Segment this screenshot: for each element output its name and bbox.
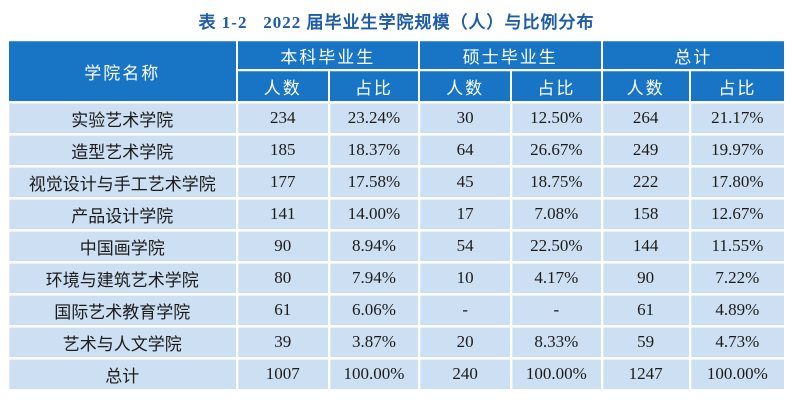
master-ratio-cell: 7.08% [512, 199, 601, 229]
master-ratio-cell: 26.67% [512, 135, 601, 165]
undergrad-ratio-cell: 6.06% [329, 295, 419, 325]
table-row: 艺术与人文学院 39 3.87% 20 8.33% 59 4.73% [9, 327, 784, 357]
college-name-cell: 造型艺术学院 [9, 135, 236, 165]
undergrad-count-cell: 141 [237, 199, 328, 229]
master-count-cell: 20 [420, 327, 511, 357]
undergrad-ratio-cell: 23.24% [329, 103, 419, 133]
table-row: 产品设计学院 141 14.00% 17 7.08% 158 12.67% [9, 199, 784, 229]
table-row: 国际艺术教育学院 61 6.06% - -61 4.89% [9, 295, 784, 325]
subheader-undergraduate-ratio: 占比 [329, 71, 419, 101]
total-count-cell: 144 [602, 231, 689, 261]
table-header: 学院名称 本科毕业生 硕士毕业生 总计 人数 占比 人数 占比 人数 占比 [9, 41, 784, 101]
undergrad-ratio-cell: 14.00% [329, 199, 419, 229]
total-ratio-cell: 21.17% [690, 103, 784, 133]
college-name-cell: 艺术与人文学院 [9, 327, 236, 357]
college-name-cell: 国际艺术教育学院 [9, 295, 236, 325]
undergrad-count-cell: 185 [237, 135, 328, 165]
master-count-cell: - [420, 295, 511, 325]
undergrad-ratio-cell: 8.94% [329, 231, 419, 261]
master-ratio-cell: 18.75% [512, 167, 601, 197]
total-count-cell: 222 [602, 167, 689, 197]
undergrad-ratio-cell: 100.00% [329, 359, 419, 389]
master-ratio-cell: 100.00% [512, 359, 601, 389]
subheader-undergraduate-count: 人数 [237, 71, 328, 101]
total-ratio-cell: 19.97% [690, 135, 784, 165]
master-ratio-cell: 22.50% [512, 231, 601, 261]
undergrad-count-cell: 80 [237, 263, 328, 293]
total-count-cell: 1247 [602, 359, 689, 389]
total-count-cell: 90 [602, 263, 689, 293]
graduates-distribution-table: 学院名称 本科毕业生 硕士毕业生 总计 人数 占比 人数 占比 人数 占比 实验… [7, 39, 786, 391]
subheader-master-ratio: 占比 [512, 71, 601, 101]
subheader-total-ratio: 占比 [690, 71, 784, 101]
table-row: 视觉设计与手工艺术学院 177 17.58% 45 18.75% 222 17.80% [9, 167, 784, 197]
total-ratio-cell: 12.67% [690, 199, 784, 229]
college-name-cell: 环境与建筑艺术学院 [9, 263, 236, 293]
column-group-master: 硕士毕业生 [420, 41, 601, 69]
header-subcolumn-row: 人数 占比 人数 占比 人数 占比 [9, 71, 784, 101]
undergrad-count-cell: 1007 [237, 359, 328, 389]
total-ratio-cell: 7.22% [690, 263, 784, 293]
master-count-cell: 17 [420, 199, 511, 229]
total-count-cell: 59 [602, 327, 689, 357]
total-ratio-cell: 11.55% [690, 231, 784, 261]
total-ratio-cell: 4.73% [690, 327, 784, 357]
table-row: 中国画学院 90 8.94% 54 22.50% 144 11.55% [9, 231, 784, 261]
master-count-cell: 10 [420, 263, 511, 293]
undergrad-count-cell: 90 [237, 231, 328, 261]
subheader-total-count: 人数 [602, 71, 689, 101]
column-header-college-name: 学院名称 [9, 41, 236, 101]
column-group-undergraduate: 本科毕业生 [237, 41, 419, 69]
master-ratio-cell: 8.33% [512, 327, 601, 357]
master-count-cell: 30 [420, 103, 511, 133]
table-body: 实验艺术学院 234 23.24% 30 12.50% 264 21.17% 造型艺术学院 18… [9, 103, 784, 389]
college-name-cell: 产品设计学院 [9, 199, 236, 229]
undergrad-ratio-cell: 18.37% [329, 135, 419, 165]
undergrad-ratio-cell: 3.87% [329, 327, 419, 357]
college-name-cell: 中国画学院 [9, 231, 236, 261]
undergrad-ratio-cell: 17.58% [329, 167, 419, 197]
college-name-cell: 实验艺术学院 [9, 103, 236, 133]
undergrad-ratio-cell: 7.94% [329, 263, 419, 293]
column-group-total: 总计 [602, 41, 784, 69]
total-count-cell: 158 [602, 199, 689, 229]
total-row: 总计 1007 100.00% 240 100.00% 1247 100.00% [9, 359, 784, 389]
master-ratio-cell: 4.17% [512, 263, 601, 293]
master-count-cell: 45 [420, 167, 511, 197]
table-row: 造型艺术学院 185 18.37% 64 26.67% 249 19.97% [9, 135, 784, 165]
subheader-master-count: 人数 [420, 71, 511, 101]
total-count-cell: 249 [602, 135, 689, 165]
undergrad-count-cell: 39 [237, 327, 328, 357]
college-name-cell: 视觉设计与手工艺术学院 [9, 167, 236, 197]
master-ratio-cell: 12.50% [512, 103, 601, 133]
undergrad-count-cell: 177 [237, 167, 328, 197]
college-name-cell: 总计 [9, 359, 236, 389]
master-count-cell: 64 [420, 135, 511, 165]
total-count-cell: 264 [602, 103, 689, 133]
total-ratio-cell: 4.89% [690, 295, 784, 325]
table-row: 实验艺术学院 234 23.24% 30 12.50% 264 21.17% [9, 103, 784, 133]
table-title: 表 1-2 2022 届毕业生学院规模（人）与比例分布 [198, 13, 595, 32]
total-ratio-cell: 17.80% [690, 167, 784, 197]
undergrad-count-cell: 61 [237, 295, 328, 325]
master-count-cell: 54 [420, 231, 511, 261]
undergrad-count-cell: 234 [237, 103, 328, 133]
total-ratio-cell: 100.00% [690, 359, 784, 389]
table-row: 环境与建筑艺术学院 80 7.94% 10 4.17% 90 7.22% [9, 263, 784, 293]
header-group-row: 学院名称 本科毕业生 硕士毕业生 总计 [9, 41, 784, 101]
master-ratio-cell: - [512, 295, 601, 325]
master-count-cell: 240 [420, 359, 511, 389]
total-count-cell: 61 [602, 295, 689, 325]
